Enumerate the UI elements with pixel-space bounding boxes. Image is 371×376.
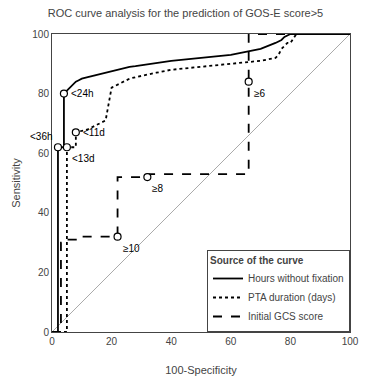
svg-text:<24h: <24h bbox=[71, 88, 94, 99]
svg-text:<11d: <11d bbox=[83, 127, 105, 138]
svg-text:≥10: ≥10 bbox=[123, 243, 140, 254]
svg-text:100: 100 bbox=[342, 336, 359, 347]
svg-text:40: 40 bbox=[38, 207, 50, 218]
svg-text:Hours without fixation: Hours without fixation bbox=[248, 273, 344, 284]
svg-text:ROC curve analysis for the pre: ROC curve analysis for the prediction of… bbox=[48, 7, 323, 19]
svg-text:100: 100 bbox=[32, 29, 49, 40]
svg-text:0: 0 bbox=[43, 327, 49, 338]
svg-text:≥6: ≥6 bbox=[254, 88, 265, 99]
svg-text:<36h: <36h bbox=[30, 131, 53, 142]
svg-text:Initial GCS score: Initial GCS score bbox=[248, 311, 323, 322]
svg-text:PTA duration (days): PTA duration (days) bbox=[248, 292, 336, 303]
svg-text:Source of the curve: Source of the curve bbox=[210, 255, 304, 266]
svg-text:<13d: <13d bbox=[72, 153, 95, 164]
svg-text:80: 80 bbox=[285, 336, 297, 347]
svg-text:40: 40 bbox=[166, 336, 178, 347]
svg-text:80: 80 bbox=[38, 88, 50, 99]
svg-text:100-Specificity: 100-Specificity bbox=[165, 364, 237, 376]
svg-text:≥8: ≥8 bbox=[152, 183, 163, 194]
svg-text:60: 60 bbox=[225, 336, 237, 347]
svg-text:20: 20 bbox=[106, 336, 118, 347]
svg-text:0: 0 bbox=[49, 336, 55, 347]
svg-text:20: 20 bbox=[38, 267, 50, 278]
svg-text:Sensitivity: Sensitivity bbox=[10, 158, 22, 208]
svg-text:60: 60 bbox=[38, 148, 50, 159]
